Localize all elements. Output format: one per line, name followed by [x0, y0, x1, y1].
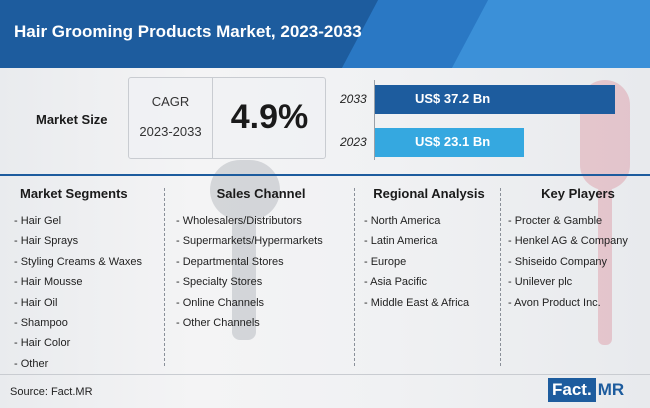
column-list: - Wholesalers/Distributors - Supermarkets… — [176, 211, 346, 333]
column-title: Market Segments — [20, 186, 128, 201]
list-item: - Hair Gel — [14, 215, 62, 227]
list-item: - Shampoo — [14, 316, 68, 329]
column-sales-channel: Sales Channel - Wholesalers/Distributors… — [176, 186, 346, 333]
list-item: - Other Channels — [176, 316, 260, 329]
factmr-logo: Fact. MR — [548, 377, 644, 403]
list-item: - Online Channels — [176, 296, 265, 309]
list-item: - Departmental Stores — [176, 255, 284, 268]
bar-year-label: 2023 — [340, 135, 367, 149]
list-item: - Procter & Gamble — [508, 215, 603, 227]
column-title: Sales Channel — [216, 186, 306, 201]
source-text: Source: Fact.MR — [10, 386, 93, 398]
cagr-box: CAGR 2023-2033 4.9% — [128, 77, 326, 159]
cagr-divider — [212, 78, 213, 158]
column-market-segments: Market Segments - Hair Gel - Hair Sprays -… — [14, 186, 154, 374]
column-title: Regional Analysis — [373, 186, 485, 201]
cagr-label: CAGR — [151, 94, 190, 109]
list-item: - Asia Pacific — [364, 276, 427, 289]
bar-value-label: US$ 37.2 Bn — [415, 91, 491, 106]
logo-part2: MR — [597, 380, 625, 399]
chart-axis — [374, 80, 375, 160]
column-regional-analysis: Regional Analysis - North America - Latin… — [364, 186, 494, 313]
column-title: Key Players — [541, 186, 615, 201]
list-item: - Hair Mousse — [14, 276, 83, 289]
bar-year-label: 2033 — [340, 92, 367, 106]
list-item: - Supermarkets/Hypermarkets — [176, 235, 323, 248]
column-key-players: Key Players - Procter & Gamble - Henkel A… — [508, 186, 648, 313]
list-item: - Middle East & Africa — [364, 296, 470, 309]
cagr-value: 4.9% — [230, 98, 309, 136]
bar-2023: US$ 23.1 Bn — [375, 128, 525, 157]
list-item: - North America — [364, 215, 441, 227]
section-separator — [0, 174, 650, 176]
list-item: - Specialty Stores — [176, 276, 263, 289]
list-item: - Styling Creams & Waxes — [14, 255, 142, 268]
list-item: - Hair Oil — [14, 296, 58, 309]
list-item: - Hair Sprays — [14, 235, 79, 248]
cagr-period: 2023-2033 — [139, 124, 202, 139]
market-size-label: Market Size — [36, 112, 108, 127]
column-list: - Hair Gel - Hair Sprays - Styling Creams … — [14, 211, 154, 374]
column-list: - Procter & Gamble - Henkel AG & Company -… — [508, 211, 648, 313]
list-item: - Unilever plc — [508, 276, 573, 289]
bar-value-label: US$ 23.1 Bn — [415, 134, 491, 149]
footer-divider — [0, 374, 650, 375]
list-item: - Shiseido Company — [508, 255, 608, 268]
list-item: - Latin America — [364, 235, 438, 248]
column-divider — [500, 188, 501, 366]
list-item: - Avon Product Inc. — [508, 296, 601, 309]
header-banner: Hair Grooming Products Market, 2023-2033 — [0, 0, 650, 68]
list-item: - Other — [14, 357, 49, 370]
logo-part1: Fact. — [548, 378, 596, 402]
column-list: - North America - Latin America - Europe - … — [364, 211, 494, 313]
list-item: - Hair Color — [14, 337, 71, 350]
page-title: Hair Grooming Products Market, 2023-2033 — [14, 22, 362, 41]
list-item: - Europe — [364, 255, 407, 268]
column-divider — [164, 188, 165, 366]
column-divider — [354, 188, 355, 366]
bar-2033: US$ 37.2 Bn — [375, 85, 615, 114]
list-item: - Wholesalers/Distributors — [176, 215, 302, 227]
list-item: - Henkel AG & Company — [508, 235, 628, 248]
